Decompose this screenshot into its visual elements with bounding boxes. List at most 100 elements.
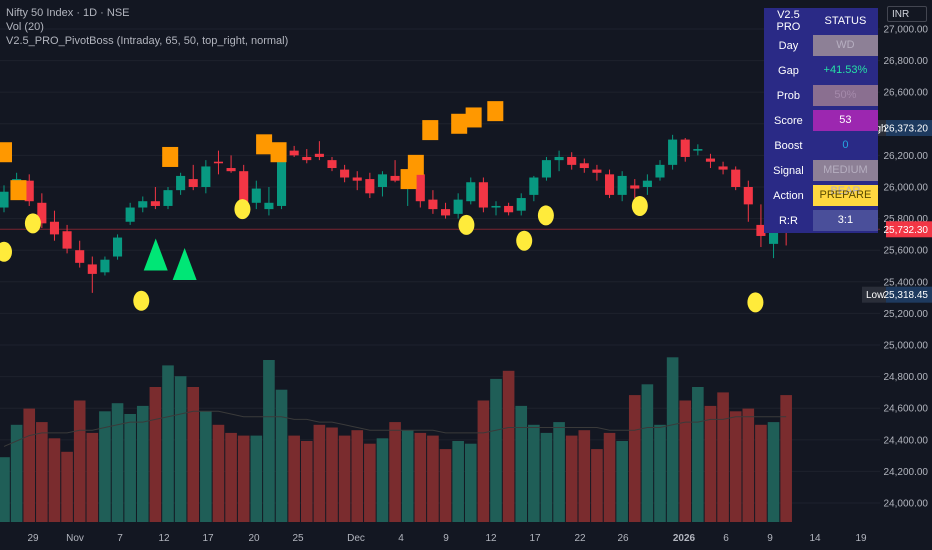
time-tick-label: 14 — [809, 533, 821, 544]
orange-square-marker — [162, 146, 179, 167]
candle-body — [377, 174, 388, 187]
candle-body — [62, 231, 72, 249]
candle-body — [276, 152, 287, 206]
yellow-circle-marker — [234, 199, 251, 220]
candle-body — [365, 179, 375, 194]
row-value: 0 — [812, 135, 878, 156]
volume-bar — [452, 441, 464, 522]
volume-bar — [679, 400, 692, 522]
volume-bar — [515, 405, 528, 522]
candle-body — [617, 175, 627, 195]
volume-bar — [136, 405, 149, 522]
candle-body — [642, 180, 652, 187]
time-tick-label: Nov — [66, 533, 84, 544]
orange-square-marker — [487, 101, 504, 122]
orange-square-marker — [465, 107, 482, 128]
volume-bar — [666, 357, 679, 522]
time-tick-label: 9 — [443, 533, 449, 544]
candle-body — [163, 190, 173, 206]
yellow-circle-marker — [458, 214, 475, 235]
volume-bar — [338, 435, 351, 522]
row-label: Boost — [774, 139, 803, 152]
volume-bar — [729, 411, 742, 522]
volume-bar — [99, 411, 111, 522]
status-row-day: Day WD — [764, 33, 878, 58]
volume-bar — [326, 427, 338, 522]
candle-body — [504, 205, 514, 213]
volume-bar — [187, 387, 200, 522]
time-tick-label: 17 — [529, 533, 541, 544]
volume-bar — [61, 451, 73, 522]
time-tick-label: Dec — [347, 533, 365, 544]
candle-body — [415, 174, 425, 202]
volume-ma — [3, 410, 787, 447]
row-value: 53 — [812, 110, 878, 131]
symbol-title[interactable]: Nifty 50 Index · 1D · NSE — [6, 7, 130, 19]
candle-body — [340, 169, 350, 178]
price-tick-label: 25,600.00 — [884, 246, 929, 257]
orange-square-marker — [451, 113, 468, 134]
candle-body — [541, 160, 552, 178]
candle-body — [743, 186, 753, 205]
candle-body — [352, 177, 362, 181]
row-value: 3:1 — [812, 210, 878, 231]
candle-body — [630, 185, 640, 189]
candle-body — [768, 224, 779, 244]
candle-body — [567, 156, 577, 165]
volume-legend[interactable]: Vol (20) — [6, 21, 44, 33]
time-tick-label: 17 — [202, 533, 214, 544]
candle-body — [693, 149, 703, 151]
volume-bar — [578, 430, 591, 522]
header-left: V2.5 PRO — [776, 8, 801, 33]
candle-body — [529, 177, 539, 195]
row-value: +41.53% — [812, 60, 878, 81]
candle-body — [516, 198, 526, 211]
volume-bar — [174, 376, 187, 522]
time-tick-label: 12 — [158, 533, 170, 544]
volume-bar — [427, 435, 439, 522]
price-tick-label: 27,000.00 — [884, 24, 929, 35]
time-tick-label: 22 — [574, 533, 586, 544]
row-label: Day — [778, 39, 799, 52]
volume-bar — [313, 424, 326, 522]
status-row-signal: Signal MEDIUM BEAR — [764, 158, 878, 197]
volume-bar — [124, 414, 136, 522]
volume-bar — [149, 387, 162, 522]
row-value: MEDIUM BEAR — [812, 160, 878, 197]
time-tick-label: 6 — [723, 533, 729, 544]
volume-bar — [641, 384, 654, 522]
volume-bar — [0, 457, 10, 522]
candle-body — [75, 250, 85, 263]
price-tick-label: 24,800.00 — [884, 372, 929, 383]
candle-body — [327, 160, 337, 169]
time-axis[interactable]: 29 Nov 7 12 17 20 25 Dec 4 9 12 17 22 26 2026 6 9 14 19 — [0, 526, 932, 550]
candle-body — [24, 180, 34, 202]
yellow-circle-marker — [133, 290, 150, 311]
volume-bar — [490, 378, 502, 522]
time-tick-label: 25 — [292, 533, 304, 544]
volume-bar — [528, 424, 540, 522]
price-tick-label: 26,800.00 — [884, 56, 929, 67]
time-tick-label: 2026 — [673, 533, 696, 544]
volume-bar — [263, 360, 275, 522]
volume-bar — [704, 405, 717, 522]
time-tick-label: 20 — [248, 533, 260, 544]
candle-body — [239, 171, 249, 203]
last-price-value: 25,732.30 — [884, 225, 929, 236]
volume-bar — [275, 389, 288, 522]
indicator-legend[interactable]: V2.5_PRO_PivotBoss (Intraday, 65, 50, to… — [6, 35, 289, 47]
price-tick-label: 24,400.00 — [884, 435, 929, 446]
currency-label[interactable]: INR — [887, 6, 927, 22]
volume-bar — [389, 422, 401, 522]
volume-bar — [376, 438, 389, 522]
candle-body — [138, 201, 148, 208]
price-axis[interactable]: 27,000.0026,800.0026,600.0026,400.0026,2… — [862, 24, 932, 510]
volume-bar — [300, 441, 313, 522]
candle-body — [705, 158, 716, 162]
candle-body — [226, 168, 236, 172]
candle-body — [718, 166, 728, 170]
price-tick-label: 26,600.00 — [884, 88, 929, 99]
volume-bar — [780, 395, 792, 522]
indicator-markers — [0, 101, 764, 313]
